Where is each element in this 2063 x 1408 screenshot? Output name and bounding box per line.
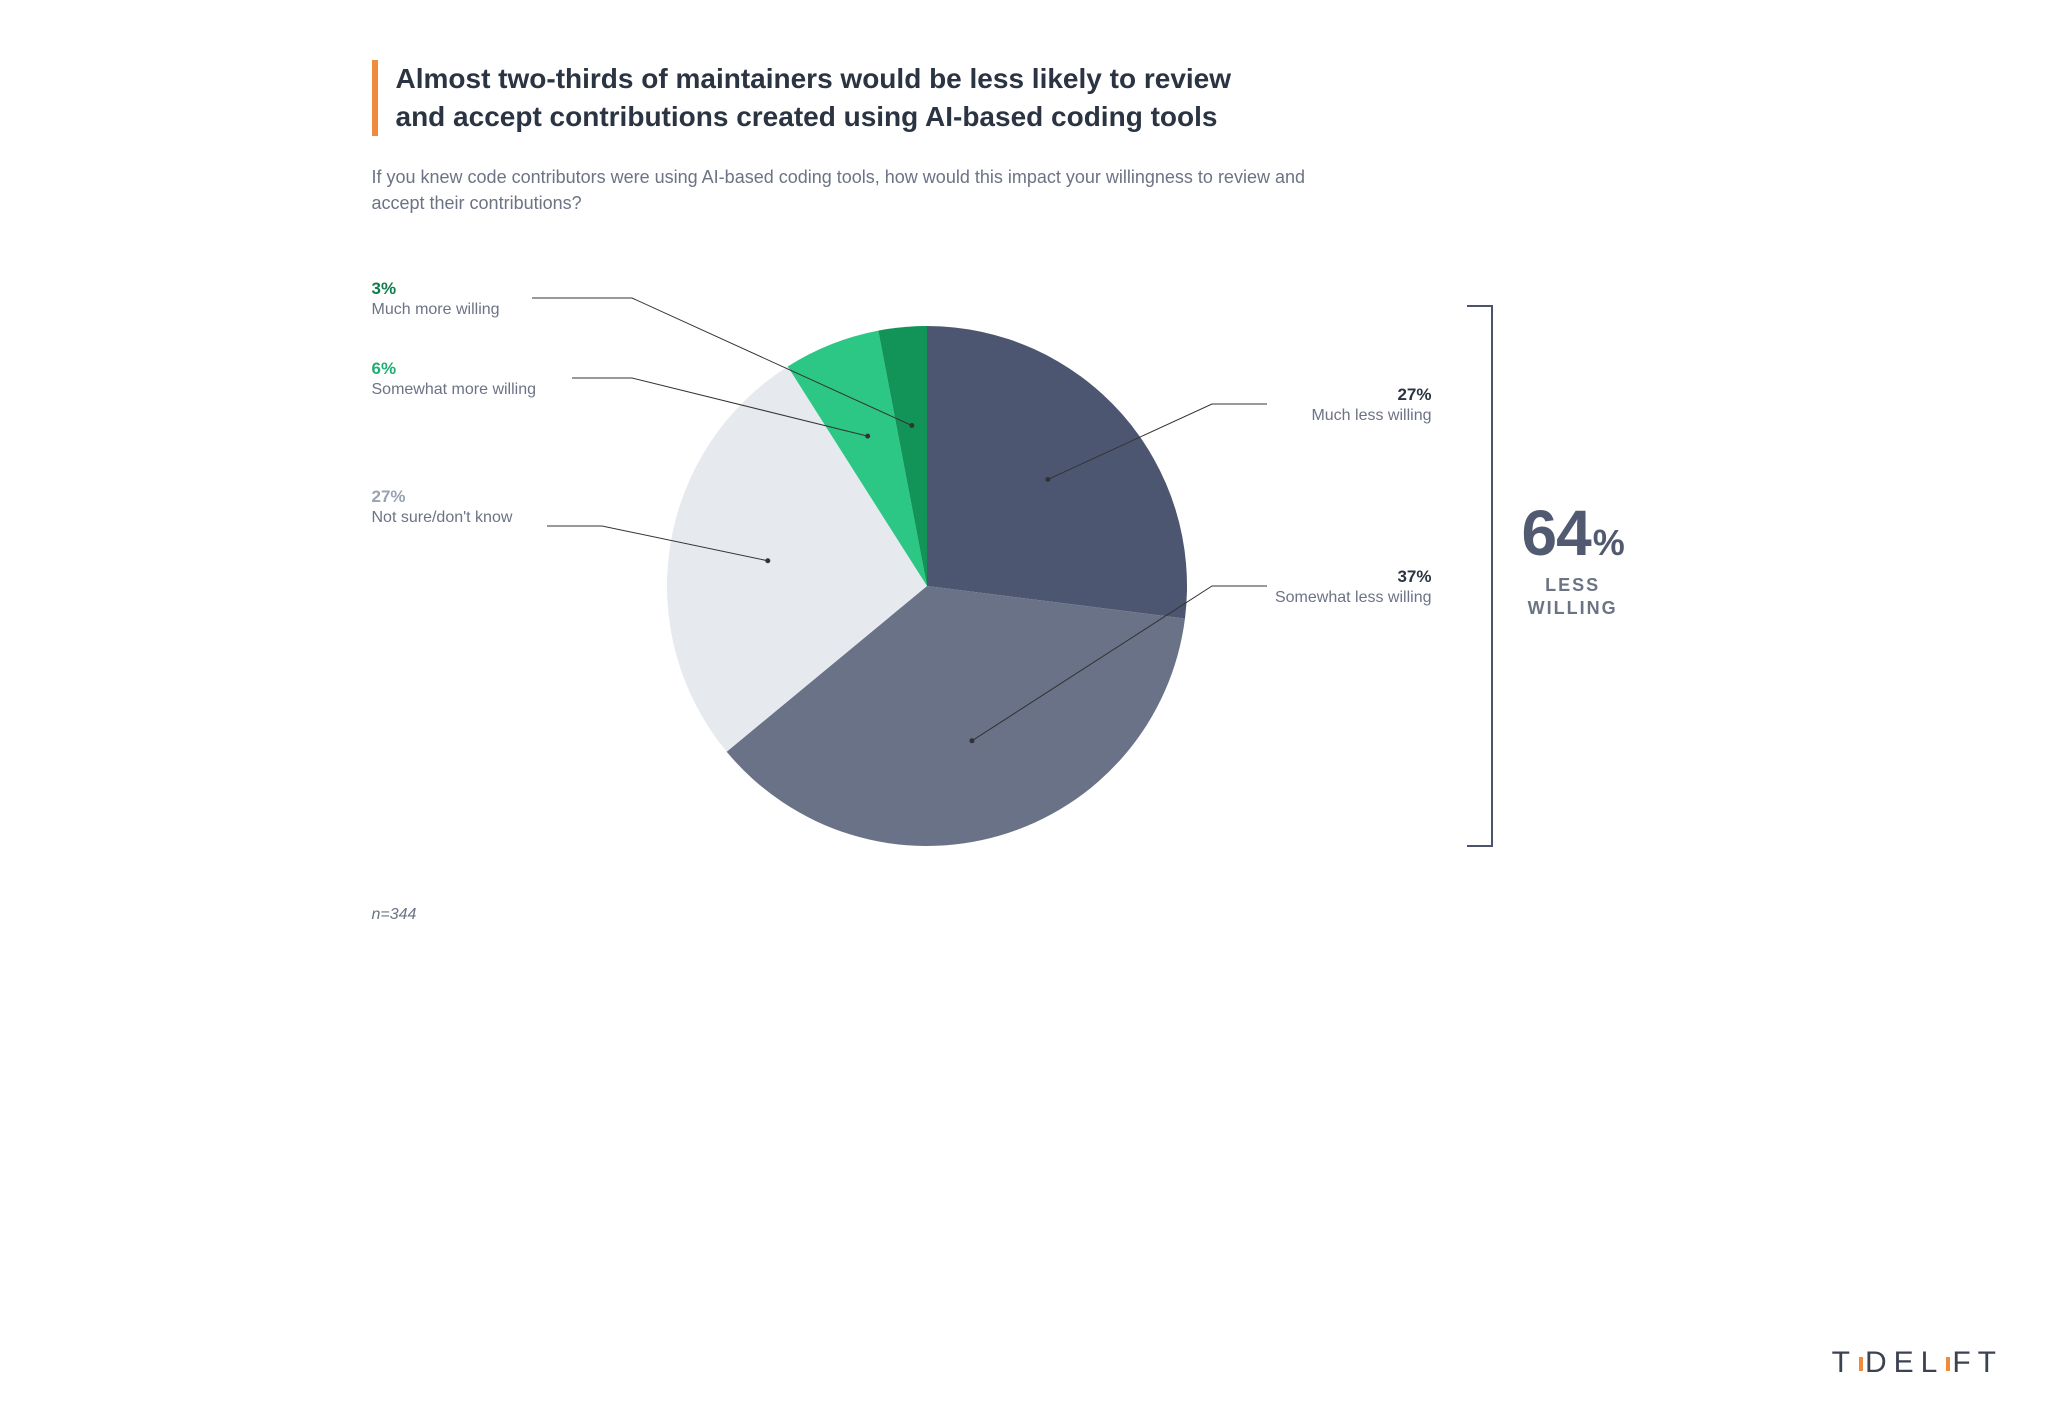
- leader-dot: [865, 433, 870, 438]
- leader-dot: [765, 558, 770, 563]
- label-much-less: 27% Much less willing: [1272, 384, 1432, 427]
- label-somewhat-less: 37% Somewhat less willing: [1272, 566, 1432, 609]
- brand-tick-icon: [1946, 1357, 1950, 1371]
- summary-pct-symbol: %: [1593, 522, 1624, 563]
- pct-not-sure: 27%: [372, 486, 513, 508]
- pct-somewhat-more: 6%: [372, 358, 537, 380]
- sample-size-note: n=344: [372, 906, 1692, 924]
- summary-callout: 64% LESS WILLING: [1522, 496, 1624, 621]
- content-inner: Almost two-thirds of maintainers would b…: [372, 60, 1692, 924]
- summary-line1: LESS: [1545, 575, 1600, 595]
- brand-tick-icon: [1859, 1357, 1863, 1371]
- desc-much-less: Much less willing: [1272, 406, 1432, 427]
- desc-much-more: Much more willing: [372, 300, 500, 321]
- summary-value: 64: [1522, 497, 1591, 569]
- leader-dot: [909, 423, 914, 428]
- summary-bracket: [1467, 306, 1492, 846]
- leader-dot: [1045, 477, 1050, 482]
- summary-line2: WILLING: [1528, 598, 1618, 618]
- headline-text: Almost two-thirds of maintainers would b…: [396, 60, 1276, 136]
- pct-much-more: 3%: [372, 278, 500, 300]
- label-much-more: 3% Much more willing: [372, 278, 500, 321]
- accent-bar: [372, 60, 378, 136]
- brand-text: TDELFT: [1832, 1346, 2003, 1380]
- pie-svg: [372, 266, 1692, 906]
- desc-somewhat-more: Somewhat more willing: [372, 380, 537, 401]
- survey-question: If you knew code contributors were using…: [372, 164, 1352, 216]
- desc-somewhat-less: Somewhat less willing: [1272, 588, 1432, 609]
- pct-somewhat-less: 37%: [1272, 566, 1432, 588]
- page-root: Almost two-thirds of maintainers would b…: [0, 0, 2063, 1408]
- summary-label: LESS WILLING: [1522, 574, 1624, 621]
- leader-dot: [969, 738, 974, 743]
- label-somewhat-more: 6% Somewhat more willing: [372, 358, 537, 401]
- summary-number: 64%: [1522, 496, 1624, 570]
- brand-logo: TDELFT: [1832, 1346, 2003, 1380]
- pct-much-less: 27%: [1272, 384, 1432, 406]
- headline-block: Almost two-thirds of maintainers would b…: [372, 60, 1692, 136]
- pie-chart: 3% Much more willing 6% Somewhat more wi…: [372, 266, 1692, 906]
- pie-slice-much_less: [927, 326, 1187, 619]
- label-not-sure: 27% Not sure/don't know: [372, 486, 513, 529]
- desc-not-sure: Not sure/don't know: [372, 508, 513, 529]
